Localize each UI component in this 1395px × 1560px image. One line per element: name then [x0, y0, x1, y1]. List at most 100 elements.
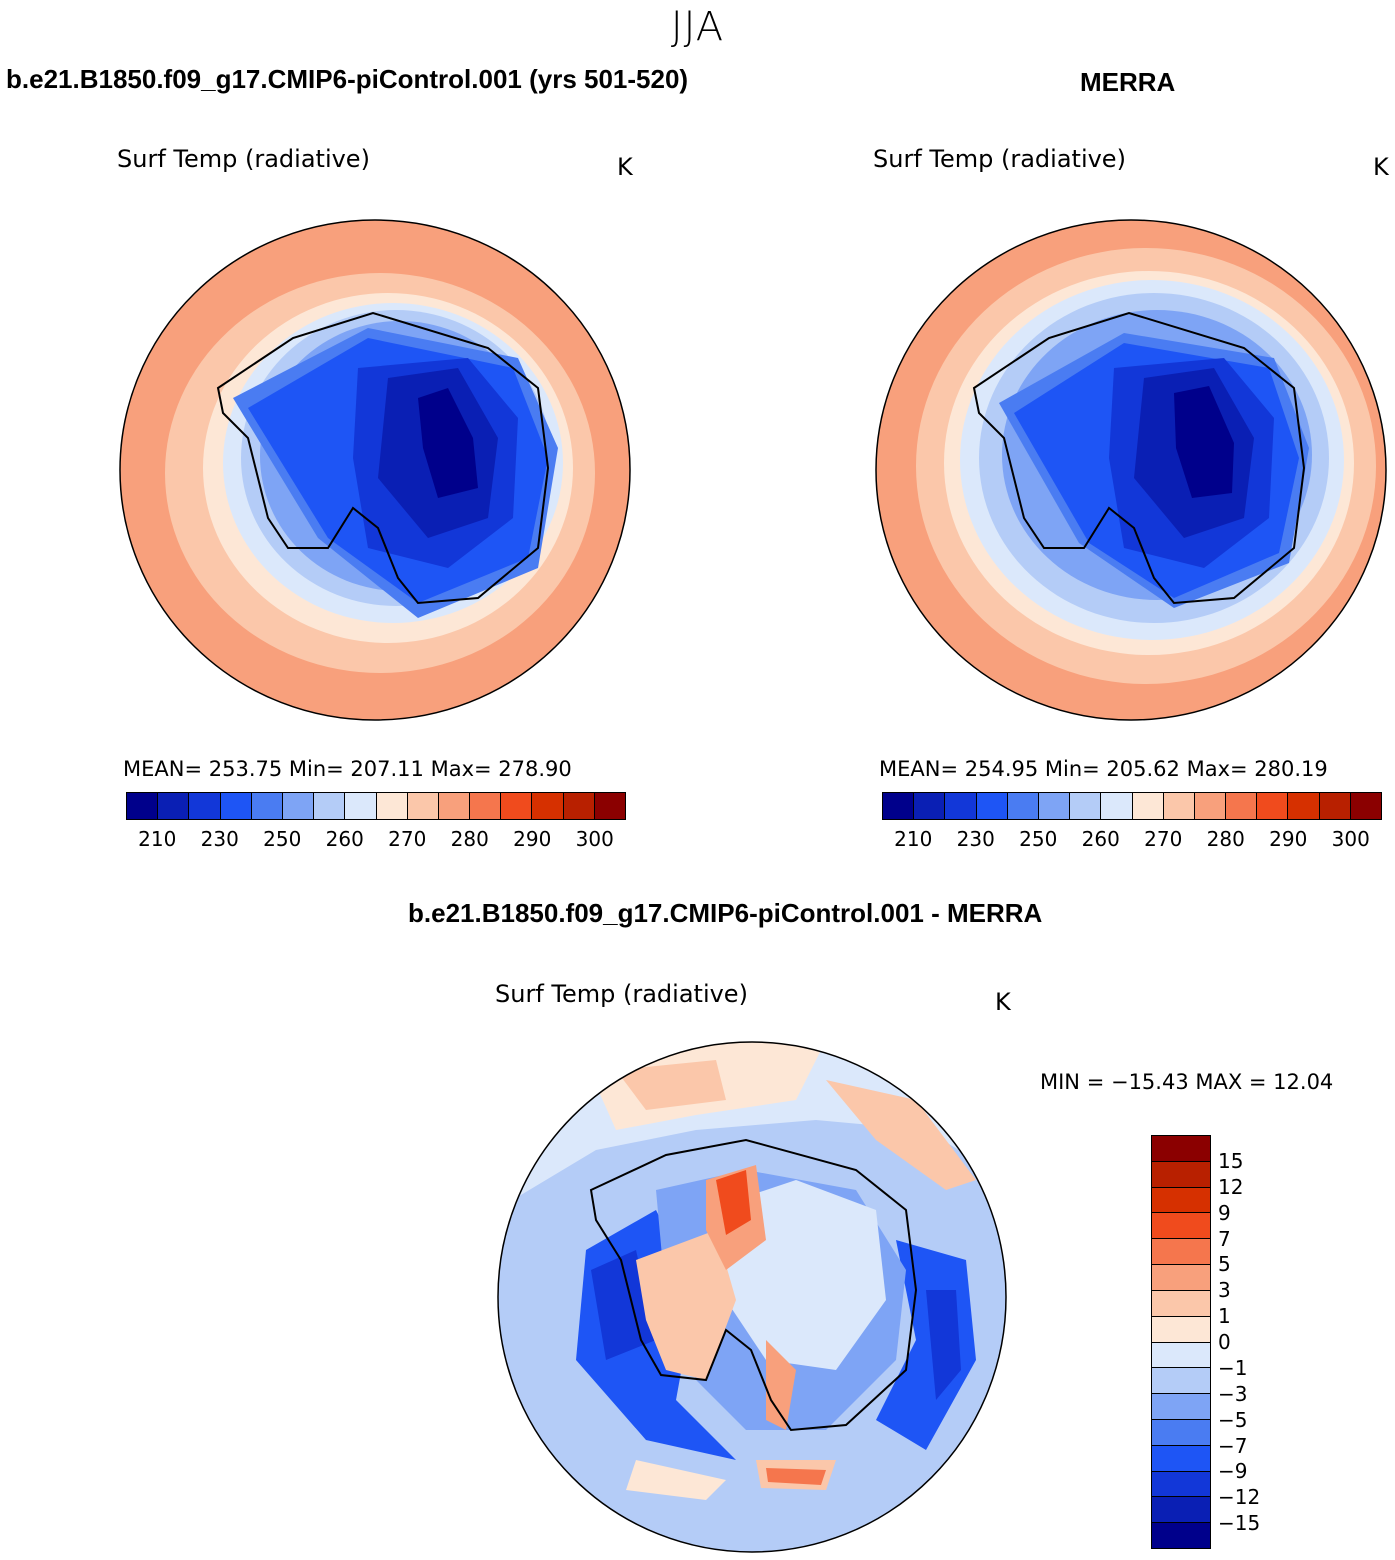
left-colorbar-ticks: 210 230 250 260 270 280 290 300	[126, 827, 626, 851]
colorbar-swatch	[1152, 1290, 1210, 1317]
diff-unit-label: K	[995, 988, 1011, 1016]
colorbar-swatch	[1350, 793, 1381, 819]
colorbar-swatch	[1101, 793, 1133, 819]
colorbar-swatch	[1319, 793, 1351, 819]
colorbar-tick-label: −12	[1218, 1485, 1261, 1510]
left-colorbar	[126, 792, 626, 820]
colorbar-swatch	[1152, 1419, 1210, 1446]
colorbar-swatch	[1152, 1497, 1210, 1524]
colorbar-tick-label: 15	[1218, 1148, 1244, 1173]
colorbar-tick-label: 250	[1019, 827, 1058, 851]
right-polar-map	[875, 219, 1387, 721]
colorbar-tick-label: −1	[1218, 1355, 1248, 1380]
colorbar-swatch	[1038, 793, 1071, 819]
colorbar-swatch	[220, 793, 252, 819]
colorbar-swatch	[1152, 1265, 1210, 1291]
colorbar-tick-label: 210	[894, 827, 933, 851]
colorbar-tick-label: 250	[263, 827, 302, 851]
colorbar-tick-label: 290	[513, 827, 552, 851]
colorbar-swatch	[438, 793, 471, 819]
colorbar-tick-label: 1	[1218, 1304, 1231, 1329]
season-title: JJA	[670, 4, 725, 50]
colorbar-tick-label: 270	[1144, 827, 1183, 851]
colorbar-swatch	[470, 793, 502, 819]
colorbar-swatch	[1152, 1161, 1210, 1188]
colorbar-swatch	[1152, 1523, 1210, 1548]
diff-colorbar-ticks: 15 12 9 7 5 3 1 0 −1 −3 −5 −7 −9 −12 −15	[1218, 1135, 1298, 1549]
colorbar-swatch	[1132, 793, 1164, 819]
colorbar-tick-label: 230	[200, 827, 239, 851]
colorbar-swatch	[376, 793, 408, 819]
colorbar-tick-label: −7	[1218, 1433, 1248, 1458]
colorbar-swatch	[1152, 1471, 1210, 1498]
colorbar-tick-label: 3	[1218, 1278, 1231, 1303]
colorbar-swatch	[1257, 793, 1289, 819]
diff-title: b.e21.B1850.f09_g17.CMIP6-piControl.001 …	[408, 898, 1043, 928]
colorbar-tick-label: 5	[1218, 1252, 1231, 1277]
colorbar-tick-label: 12	[1218, 1174, 1244, 1199]
colorbar-swatch	[1152, 1342, 1210, 1369]
colorbar-swatch	[1226, 793, 1258, 819]
colorbar-tick-label: 290	[1269, 827, 1308, 851]
colorbar-tick-label: 280	[1206, 827, 1245, 851]
right-variable-label: Surf Temp (radiative)	[873, 145, 1126, 173]
colorbar-tick-label: 7	[1218, 1226, 1231, 1251]
colorbar-tick-label: 300	[1331, 827, 1370, 851]
colorbar-swatch	[158, 793, 190, 819]
diff-stats: MIN = −15.43 MAX = 12.04	[1040, 1070, 1334, 1094]
colorbar-swatch	[501, 793, 533, 819]
colorbar-swatch	[1152, 1213, 1210, 1240]
colorbar-swatch	[1152, 1187, 1210, 1214]
colorbar-tick-label: 0	[1218, 1330, 1231, 1354]
colorbar-tick-label: 280	[450, 827, 489, 851]
model-title: b.e21.B1850.f09_g17.CMIP6-piControl.001 …	[6, 64, 689, 94]
colorbar-swatch	[1163, 793, 1195, 819]
left-polar-map	[119, 219, 631, 721]
colorbar-tick-label: 230	[956, 827, 995, 851]
left-unit-label: K	[617, 153, 633, 181]
colorbar-swatch	[1152, 1368, 1210, 1395]
colorbar-tick-label: −15	[1218, 1511, 1261, 1536]
colorbar-tick-label: 270	[388, 827, 427, 851]
colorbar-tick-label: −5	[1218, 1407, 1248, 1432]
colorbar-swatch	[1288, 793, 1320, 819]
left-stats: MEAN= 253.75 Min= 207.11 Max= 278.90	[123, 757, 572, 781]
right-colorbar	[882, 792, 1382, 820]
colorbar-swatch	[251, 793, 283, 819]
colorbar-swatch	[127, 793, 159, 819]
colorbar-tick-label: −3	[1218, 1381, 1248, 1406]
colorbar-swatch	[314, 793, 346, 819]
colorbar-swatch	[1152, 1136, 1210, 1162]
colorbar-swatch	[345, 793, 377, 819]
colorbar-tick-label: 260	[325, 827, 364, 851]
colorbar-swatch	[1152, 1445, 1210, 1472]
colorbar-swatch	[1152, 1239, 1210, 1266]
colorbar-swatch	[407, 793, 439, 819]
colorbar-swatch	[1194, 793, 1227, 819]
colorbar-swatch	[563, 793, 595, 819]
colorbar-tick-label: −9	[1218, 1459, 1248, 1484]
colorbar-swatch	[976, 793, 1008, 819]
obs-title: MERRA	[1080, 67, 1176, 97]
colorbar-tick-label: 210	[138, 827, 177, 851]
left-variable-label: Surf Temp (radiative)	[117, 145, 370, 173]
colorbar-swatch	[1070, 793, 1102, 819]
colorbar-swatch	[532, 793, 564, 819]
colorbar-swatch	[914, 793, 946, 819]
colorbar-swatch	[1007, 793, 1039, 819]
right-unit-label: K	[1373, 153, 1389, 181]
colorbar-swatch	[189, 793, 221, 819]
diff-colorbar	[1151, 1135, 1211, 1549]
colorbar-swatch	[1152, 1316, 1210, 1343]
diff-polar-map	[497, 1041, 1007, 1553]
colorbar-swatch	[883, 793, 915, 819]
colorbar-tick-label: 9	[1218, 1200, 1231, 1225]
right-colorbar-ticks: 210 230 250 260 270 280 290 300	[882, 827, 1382, 851]
colorbar-swatch	[1152, 1394, 1210, 1420]
colorbar-tick-label: 300	[575, 827, 614, 851]
right-stats: MEAN= 254.95 Min= 205.62 Max= 280.19	[879, 757, 1328, 781]
diff-variable-label: Surf Temp (radiative)	[495, 980, 748, 1008]
colorbar-tick-label: 260	[1081, 827, 1120, 851]
colorbar-swatch	[594, 793, 625, 819]
colorbar-swatch	[945, 793, 977, 819]
